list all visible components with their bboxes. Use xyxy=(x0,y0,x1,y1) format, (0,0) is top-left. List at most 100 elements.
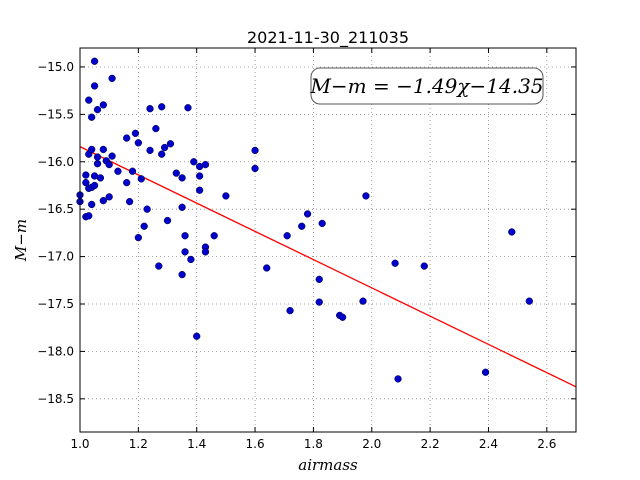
data-point xyxy=(481,368,490,376)
data-point xyxy=(420,262,428,270)
data-point xyxy=(90,181,99,190)
x-tick-label: 1.2 xyxy=(129,437,148,451)
data-point xyxy=(105,193,113,201)
data-point xyxy=(88,145,96,154)
data-point xyxy=(195,186,204,194)
data-point xyxy=(90,82,99,90)
data-point xyxy=(318,219,326,228)
data-point xyxy=(93,105,102,114)
data-point xyxy=(283,232,291,240)
x-tick-label: 2.0 xyxy=(362,437,381,451)
y-tick-label: −16.5 xyxy=(37,202,74,216)
data-point xyxy=(338,313,347,321)
data-point xyxy=(251,146,259,155)
data-point xyxy=(93,160,102,168)
data-point xyxy=(303,210,312,218)
axis-ticks: 1.0 1.2 1.4 1.6 1.8 2.0 2.2 2.4 2.6 −15.0 −15.5 −16… xyxy=(37,48,576,451)
y-tick-label: −18.5 xyxy=(37,392,74,406)
data-point xyxy=(137,175,145,183)
grid-lines xyxy=(79,48,576,432)
data-point xyxy=(286,306,294,315)
data-point xyxy=(251,164,259,173)
data-point xyxy=(88,200,96,209)
data-point xyxy=(96,174,105,182)
annotation-frame xyxy=(310,67,544,105)
y-tick-label: −16.0 xyxy=(37,155,74,169)
data-point xyxy=(178,174,186,182)
data-point xyxy=(193,332,201,340)
data-point xyxy=(178,203,186,211)
data-point xyxy=(99,197,107,205)
data-point xyxy=(222,192,230,200)
data-point xyxy=(166,140,175,148)
data-point xyxy=(105,160,113,169)
data-point xyxy=(140,222,148,230)
data-point xyxy=(128,167,137,175)
data-point xyxy=(178,270,186,279)
data-point xyxy=(123,178,131,187)
y-tick-label: −15.0 xyxy=(37,60,74,74)
data-point xyxy=(99,101,107,109)
data-point xyxy=(201,160,210,169)
data-point xyxy=(99,145,107,154)
data-point xyxy=(394,375,402,383)
data-point xyxy=(131,129,140,137)
data-point xyxy=(143,205,151,213)
plot-frame xyxy=(79,47,577,433)
y-axis-label: M−m xyxy=(12,219,30,262)
x-tick-label: 1.6 xyxy=(246,437,265,451)
data-point xyxy=(82,178,90,187)
data-point xyxy=(298,222,306,230)
data-point xyxy=(90,57,99,65)
x-tick-label: 1.0 xyxy=(70,437,89,451)
data-point xyxy=(125,197,134,206)
y-tick-label: −18.0 xyxy=(37,344,74,358)
data-point xyxy=(201,248,210,256)
data-point xyxy=(146,105,154,113)
x-tick-label: 1.4 xyxy=(187,437,206,451)
y-tick-label: −17.0 xyxy=(37,250,74,264)
data-point xyxy=(172,169,180,177)
annotation-text: M−m = −1.49χ−14.35 xyxy=(309,74,543,98)
data-point xyxy=(93,153,102,161)
data-point xyxy=(146,146,154,155)
data-point xyxy=(108,152,116,160)
data-point xyxy=(82,171,90,179)
data-point xyxy=(163,216,172,225)
data-point xyxy=(362,192,370,200)
x-tick-label: 2.2 xyxy=(421,437,440,451)
data-point xyxy=(181,248,189,256)
data-point xyxy=(123,134,131,142)
data-point xyxy=(190,158,198,166)
data-point xyxy=(184,104,192,112)
data-point xyxy=(315,298,323,306)
data-point xyxy=(195,172,204,180)
data-point xyxy=(134,139,143,147)
y-tick-label: −17.5 xyxy=(37,297,74,311)
data-point xyxy=(134,233,143,242)
data-point xyxy=(187,255,195,264)
data-point xyxy=(525,297,533,305)
data-point xyxy=(155,262,163,270)
fit-line xyxy=(79,146,577,388)
data-point xyxy=(210,232,218,240)
data-point xyxy=(160,143,169,152)
x-tick-label: 2.4 xyxy=(479,437,498,451)
fit-annotation: M−m = −1.49χ−14.35 xyxy=(309,67,544,105)
data-point xyxy=(85,212,93,220)
data-point xyxy=(391,259,399,267)
y-tick-label: −15.5 xyxy=(37,107,74,121)
data-points xyxy=(76,57,533,383)
data-point xyxy=(88,113,96,121)
chart-title: 2021-11-30_211035 xyxy=(247,28,409,48)
data-point xyxy=(114,167,122,175)
data-point xyxy=(158,103,166,111)
data-point xyxy=(181,232,189,240)
data-point xyxy=(359,297,367,305)
data-point xyxy=(263,264,271,272)
data-point xyxy=(315,275,323,283)
data-point xyxy=(85,96,93,104)
data-point xyxy=(152,124,160,133)
x-tick-label: 1.8 xyxy=(304,437,323,451)
